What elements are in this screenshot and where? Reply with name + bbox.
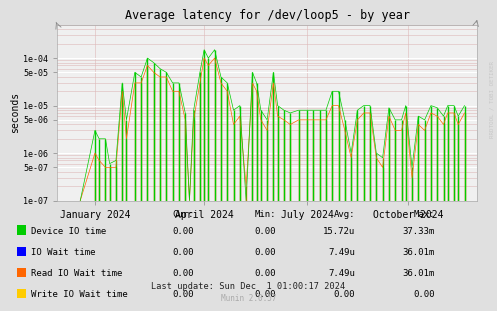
Y-axis label: seconds: seconds <box>10 92 20 133</box>
Text: Avg:: Avg: <box>334 210 355 219</box>
Text: Write IO Wait time: Write IO Wait time <box>31 290 128 299</box>
Text: 37.33m: 37.33m <box>403 227 435 235</box>
Text: 0.00: 0.00 <box>254 248 276 257</box>
Text: Max:: Max: <box>414 210 435 219</box>
Text: 0.00: 0.00 <box>334 290 355 299</box>
Text: 0.00: 0.00 <box>254 290 276 299</box>
Text: 7.49u: 7.49u <box>329 248 355 257</box>
Text: 0.00: 0.00 <box>172 269 194 278</box>
Text: RRDTOOL / TOBI OETIKER: RRDTOOL / TOBI OETIKER <box>490 61 495 138</box>
Text: 0.00: 0.00 <box>172 227 194 235</box>
Text: 36.01m: 36.01m <box>403 269 435 278</box>
Text: 36.01m: 36.01m <box>403 248 435 257</box>
Text: 0.00: 0.00 <box>414 290 435 299</box>
Text: Read IO Wait time: Read IO Wait time <box>31 269 122 278</box>
Text: IO Wait time: IO Wait time <box>31 248 95 257</box>
Text: 7.49u: 7.49u <box>329 269 355 278</box>
Text: Munin 2.0.57: Munin 2.0.57 <box>221 294 276 303</box>
Text: 0.00: 0.00 <box>254 227 276 235</box>
Text: Min:: Min: <box>254 210 276 219</box>
Text: 0.00: 0.00 <box>172 248 194 257</box>
Text: 0.00: 0.00 <box>254 269 276 278</box>
Text: 15.72u: 15.72u <box>323 227 355 235</box>
Title: Average latency for /dev/loop5 - by year: Average latency for /dev/loop5 - by year <box>125 9 410 22</box>
Text: Device IO time: Device IO time <box>31 227 106 235</box>
Text: Cur:: Cur: <box>172 210 194 219</box>
Text: 0.00: 0.00 <box>172 290 194 299</box>
Text: Last update: Sun Dec  1 01:00:17 2024: Last update: Sun Dec 1 01:00:17 2024 <box>152 282 345 290</box>
